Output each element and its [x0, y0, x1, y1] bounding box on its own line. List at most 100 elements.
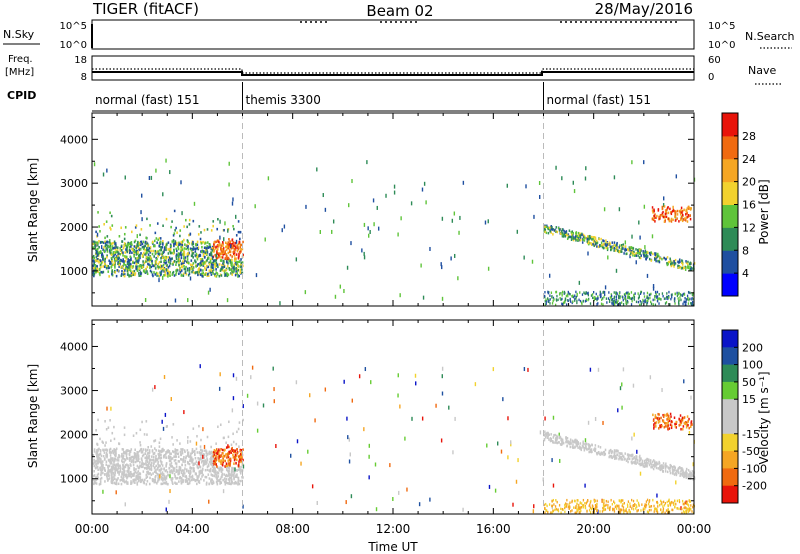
radar-echo	[619, 499, 621, 503]
radar-echo	[670, 424, 673, 428]
radar-echo	[564, 505, 566, 508]
radar-echo	[691, 303, 693, 306]
radar-echo	[627, 457, 629, 460]
radar-echo	[196, 240, 199, 244]
radar-echo	[168, 264, 171, 268]
radar-echo	[603, 450, 606, 454]
radar-echo	[142, 448, 145, 451]
radar-echo	[645, 256, 648, 259]
radar-echo	[659, 425, 661, 429]
radar-echo	[222, 452, 224, 455]
radar-echo	[108, 241, 111, 244]
radar-echo	[225, 245, 227, 249]
radar-echo	[215, 458, 218, 461]
radar-echo	[124, 464, 127, 467]
radar-echo	[672, 205, 674, 209]
radar-echo	[109, 250, 111, 253]
radar-echo	[215, 259, 218, 262]
radar-echo	[181, 463, 183, 467]
radar-echo	[172, 443, 174, 446]
radar-echo	[220, 470, 223, 473]
radar-echo	[159, 271, 161, 274]
radar-echo	[175, 254, 178, 258]
radar-echo	[104, 242, 107, 245]
radar-echo	[125, 473, 128, 476]
radar-echo	[595, 240, 598, 243]
radar-echo	[592, 240, 595, 244]
radar-echo	[196, 257, 199, 261]
radar-echo	[307, 449, 309, 454]
radar-echo	[679, 258, 681, 261]
radar-echo	[638, 256, 641, 259]
radar-echo	[184, 459, 187, 463]
radar-echo	[676, 499, 679, 503]
radar-echo	[577, 231, 580, 235]
radar-echo	[141, 462, 143, 466]
radar-echo	[232, 241, 235, 244]
radar-echo	[545, 508, 547, 512]
radar-echo	[110, 474, 113, 477]
radar-echo	[213, 262, 215, 266]
radar-echo	[117, 482, 120, 486]
radar-echo	[589, 448, 592, 451]
radar-echo	[164, 258, 167, 262]
radar-echo	[153, 478, 155, 482]
radar-echo	[635, 300, 638, 304]
radar-echo	[563, 232, 566, 235]
radar-echo	[120, 266, 122, 269]
radar-echo	[332, 219, 335, 224]
radar-echo	[221, 468, 224, 471]
radar-echo	[231, 449, 234, 452]
radar-echo	[594, 238, 597, 241]
radar-echo	[175, 269, 177, 272]
radar-echo	[160, 482, 163, 486]
radar-echo	[596, 499, 598, 503]
radar-echo	[135, 262, 138, 266]
radar-echo	[147, 262, 149, 266]
radar-echo	[104, 448, 106, 452]
radar-echo	[235, 475, 237, 478]
radar-echo	[213, 249, 216, 252]
radar-echo	[324, 387, 327, 392]
radar-echo	[138, 476, 141, 479]
radar-echo	[663, 205, 666, 208]
radar-echo	[139, 233, 141, 237]
radar-echo	[175, 253, 178, 256]
radar-echo	[160, 453, 162, 457]
radar-echo	[649, 296, 651, 300]
radar-echo	[192, 271, 195, 274]
radar-echo	[220, 252, 223, 255]
radar-echo	[372, 198, 375, 203]
radar-echo	[210, 478, 212, 481]
radar-echo	[215, 442, 217, 445]
radar-echo	[574, 237, 576, 240]
radar-echo	[670, 262, 672, 266]
radar-echo	[643, 505, 646, 508]
radar-echo	[664, 421, 666, 425]
radar-echo	[684, 501, 686, 505]
radar-echo	[565, 230, 568, 233]
radar-echo	[198, 473, 201, 476]
radar-echo	[170, 244, 172, 248]
radar-echo	[629, 502, 631, 505]
radar-echo	[688, 475, 691, 479]
radar-echo	[191, 254, 194, 257]
radar-echo	[156, 458, 158, 461]
radar-echo	[116, 250, 118, 253]
radar-echo	[117, 257, 120, 261]
radar-echo	[572, 237, 575, 240]
radar-echo	[220, 462, 222, 465]
radar-echo	[681, 261, 683, 265]
radar-echo	[670, 220, 673, 223]
radar-echo	[146, 265, 149, 269]
radar-echo	[111, 471, 114, 474]
radar-echo	[603, 207, 606, 212]
radar-echo	[189, 247, 192, 250]
radar-echo	[172, 260, 175, 264]
radar-echo	[208, 245, 211, 248]
radar-echo	[618, 294, 620, 298]
radar-echo	[179, 450, 182, 454]
radar-echo	[625, 459, 628, 462]
radar-echo	[662, 470, 664, 473]
radar-echo	[631, 299, 633, 303]
